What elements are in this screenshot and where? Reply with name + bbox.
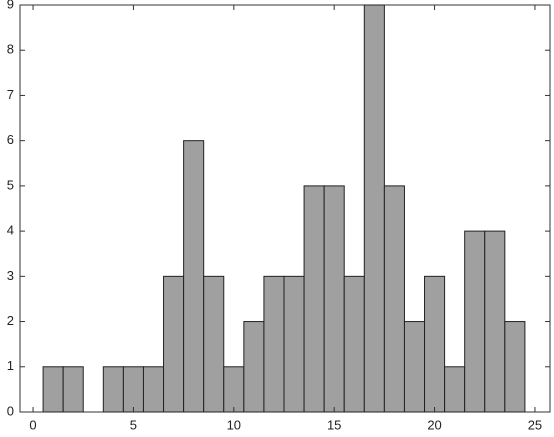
bar <box>484 230 506 413</box>
y-tick-label: 7 <box>7 87 14 102</box>
y-tick-label: 4 <box>7 223 14 238</box>
y-tick-label: 3 <box>7 268 14 283</box>
bar <box>323 185 345 413</box>
bar <box>42 366 64 413</box>
bar <box>263 275 285 413</box>
y-tick-label: 0 <box>7 403 14 418</box>
bar <box>62 366 84 413</box>
x-tick-label: 25 <box>528 417 542 432</box>
bar <box>343 275 365 413</box>
bar <box>403 321 426 413</box>
x-tick-label: 15 <box>327 417 341 432</box>
x-tick-label: 20 <box>427 417 441 432</box>
bar <box>183 140 205 413</box>
x-tick-label: 5 <box>130 417 137 432</box>
bar <box>243 321 265 413</box>
bar <box>223 366 245 413</box>
bar <box>303 185 325 413</box>
bar <box>464 230 486 413</box>
bar <box>363 4 385 413</box>
y-tick-label: 5 <box>7 177 14 192</box>
bar <box>283 275 305 413</box>
bar <box>142 366 165 413</box>
bar <box>424 275 446 413</box>
y-tick-label: 6 <box>7 132 14 147</box>
y-tick-label: 8 <box>7 42 14 57</box>
y-tick-label: 9 <box>7 0 14 11</box>
bar <box>383 185 405 413</box>
bar <box>504 321 526 413</box>
bar <box>122 366 144 413</box>
x-tick-label: 0 <box>29 417 36 432</box>
bar <box>444 366 466 413</box>
bar <box>163 275 185 413</box>
y-tick-label: 2 <box>7 313 14 328</box>
bar <box>102 366 124 413</box>
y-tick-label: 1 <box>7 358 14 373</box>
x-tick-label: 10 <box>227 417 241 432</box>
bar <box>203 275 225 413</box>
